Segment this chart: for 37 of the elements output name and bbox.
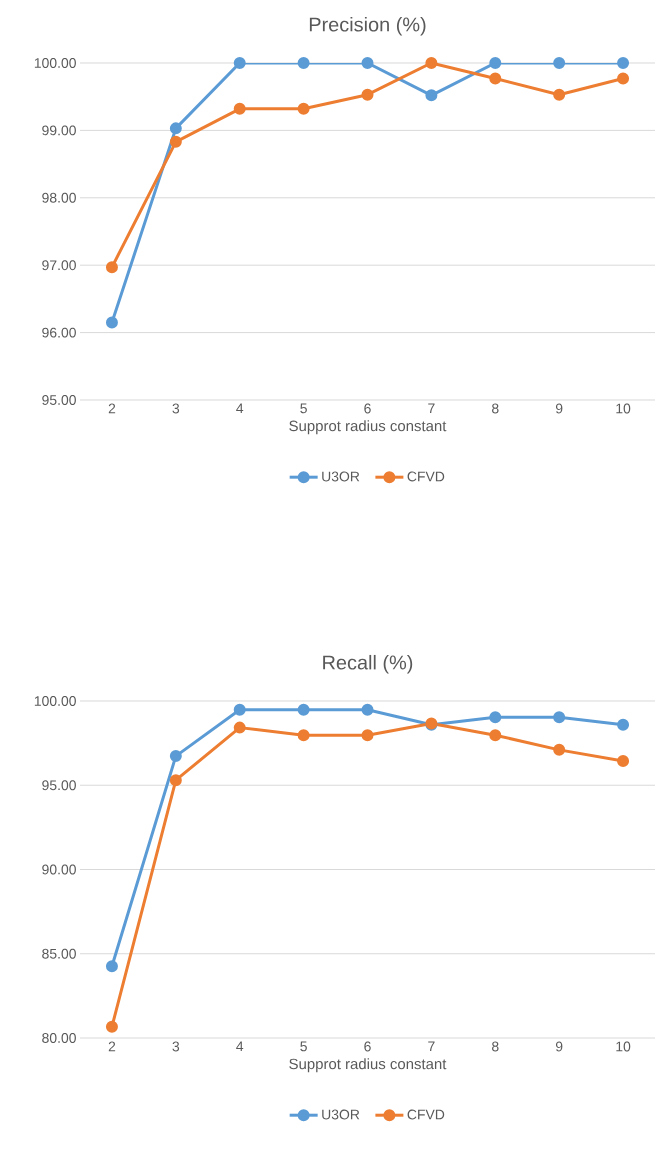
y-tick-label: 96.00 — [42, 327, 76, 338]
y-tick-label: 98.00 — [42, 192, 76, 203]
legend-label: CFVD — [407, 471, 445, 482]
x-tick-label: 10 — [616, 1041, 631, 1052]
chart-title: Precision (%) — [309, 16, 426, 36]
x-tick-label: 6 — [364, 403, 371, 414]
legend-label: CFVD — [407, 1109, 445, 1120]
x-tick-label: 10 — [616, 403, 631, 414]
y-tick-label: 85.00 — [42, 948, 76, 959]
x-tick-label: 4 — [236, 1041, 244, 1052]
x-tick-label: 5 — [300, 1041, 307, 1052]
x-tick-label: 6 — [364, 1041, 371, 1052]
y-tick-label: 95.00 — [42, 395, 76, 405]
x-axis-title: Supprot radius constant — [289, 420, 447, 435]
x-tick-label: 2 — [108, 1041, 116, 1052]
y-tick-label: 99.00 — [42, 125, 76, 136]
x-tick-label: 9 — [555, 1041, 563, 1052]
legend-label: U3OR — [322, 471, 360, 482]
y-tick-label: 100.00 — [34, 696, 76, 706]
y-tick-label: 97.00 — [42, 260, 76, 271]
legend-label: U3OR — [322, 1109, 360, 1120]
x-tick-label: 7 — [428, 1041, 435, 1052]
x-tick-label: 2 — [108, 403, 116, 414]
chart-title: Recall (%) — [323, 654, 413, 674]
x-tick-label: 8 — [492, 1041, 499, 1052]
x-tick-label: 8 — [492, 403, 499, 414]
x-tick-label: 3 — [172, 403, 180, 414]
x-tick-label: 3 — [172, 1041, 180, 1052]
y-tick-label: 80.00 — [42, 1033, 76, 1043]
x-tick-label: 4 — [236, 403, 244, 414]
x-axis-title: Supprot radius constant — [289, 1058, 447, 1073]
y-tick-label: 90.00 — [42, 864, 76, 875]
y-tick-label: 95.00 — [42, 780, 76, 791]
x-tick-label: 7 — [428, 403, 435, 414]
x-tick-label: 5 — [300, 403, 307, 414]
x-tick-label: 9 — [555, 403, 563, 414]
y-tick-label: 100.00 — [34, 58, 76, 68]
